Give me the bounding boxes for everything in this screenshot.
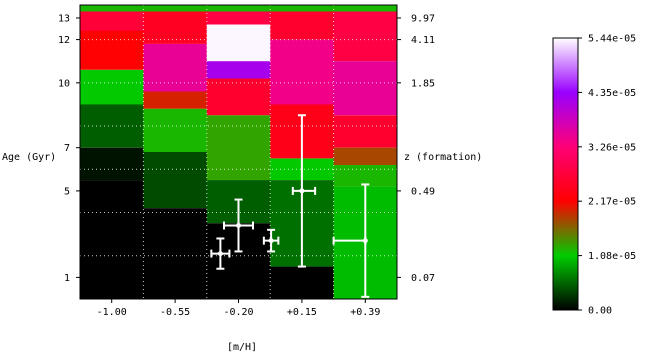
y-tick-label: 7 xyxy=(64,143,70,154)
heatmap-cell xyxy=(206,24,271,62)
y-tick-label: 10 xyxy=(58,78,70,89)
point-marker xyxy=(299,188,305,194)
heatmap-cell xyxy=(143,11,208,44)
colorbar-tick-label: 4.35e-05 xyxy=(588,88,636,99)
x-axis-label: [m/H] xyxy=(227,342,257,353)
y2-tick-label: 0.49 xyxy=(411,186,435,197)
y2-tick-label: 9.97 xyxy=(411,13,435,24)
y-axis-label: Age (Gyr) xyxy=(2,152,56,163)
y-tick-label: 12 xyxy=(58,35,70,46)
y2-ticks: 9.97 4.11 1.85 0.49 0.07 xyxy=(397,13,435,284)
heatmap-cell xyxy=(143,208,208,299)
y2-axis-label: z (formation) xyxy=(404,152,482,163)
heatmap-cell xyxy=(80,5,144,12)
heatmap-cell xyxy=(80,69,144,105)
heatmap-cell xyxy=(80,147,144,181)
heatmap-cell xyxy=(206,5,271,12)
heatmap-cell xyxy=(270,266,335,299)
heatmap-cell xyxy=(143,152,208,209)
heatmap-cell xyxy=(206,61,271,79)
point-marker xyxy=(236,223,241,228)
heatmap-cell xyxy=(333,11,398,62)
heatmap-cell xyxy=(333,165,398,187)
point-marker xyxy=(217,251,223,257)
heatmap-cell xyxy=(206,11,271,25)
y2-tick-label: 4.11 xyxy=(411,35,435,46)
heatmap-cell xyxy=(270,11,335,40)
colorbar-tick-label: 0.00 xyxy=(588,306,612,317)
data-point xyxy=(332,183,370,298)
colorbar-tick-label: 3.26e-05 xyxy=(588,142,636,153)
y2-tick-label: 0.07 xyxy=(411,273,435,284)
data-point xyxy=(223,198,254,253)
colorbar-tick-label: 5.44e-05 xyxy=(588,34,636,45)
heatmap-cell xyxy=(333,5,398,12)
point-marker xyxy=(362,238,368,244)
heatmap-cell xyxy=(80,104,144,148)
heatmap-cell xyxy=(80,30,144,70)
grid-lines xyxy=(80,5,397,299)
y-tick-label: 5 xyxy=(64,186,70,197)
heatmap-cell xyxy=(206,115,271,181)
heatmap-cell xyxy=(143,91,208,109)
x-tick-label: +0.39 xyxy=(350,307,380,318)
heatmap-cell xyxy=(143,108,208,152)
colorbar-tick-label: 1.08e-05 xyxy=(588,251,636,262)
heatmap-cell xyxy=(80,11,144,31)
data-point xyxy=(291,114,317,268)
heatmap-cells xyxy=(80,5,398,299)
data-points xyxy=(210,114,370,298)
x-tick-label: -0.55 xyxy=(160,307,190,318)
y-tick-label: 1 xyxy=(64,273,70,284)
colorbar: 0.00 1.08e-05 2.17e-05 3.26e-05 4.35e-05 5.44… xyxy=(552,34,636,317)
heatmap-cell xyxy=(333,115,398,148)
heatmap-cell xyxy=(333,147,398,165)
colorbar-tick-label: 2.17e-05 xyxy=(588,197,636,208)
heatmap-cell xyxy=(143,5,208,12)
colorbar-gradient xyxy=(552,37,579,311)
heatmap-cell xyxy=(333,61,398,116)
y-ticks: 13 12 10 7 5 1 xyxy=(58,13,80,284)
y2-tick-label: 1.85 xyxy=(411,78,435,89)
point-marker xyxy=(268,238,274,244)
x-tick-label: +0.15 xyxy=(287,307,317,318)
x-ticks: -1.00 -0.55 -0.20 +0.15 +0.39 xyxy=(97,299,380,318)
colorbar-ticks: 0.00 1.08e-05 2.17e-05 3.26e-05 4.35e-05 5.44… xyxy=(578,34,636,317)
data-point xyxy=(210,237,231,270)
x-tick-label: -0.20 xyxy=(223,307,253,318)
heatmap-cell xyxy=(143,43,208,92)
data-point xyxy=(262,228,280,253)
y-tick-label: 13 xyxy=(58,13,70,24)
x-tick-label: -1.00 xyxy=(97,307,127,318)
heatmap-cell xyxy=(270,39,335,105)
heatmap-cell xyxy=(80,180,144,299)
heatmap-cell xyxy=(206,78,271,116)
heatmap-cell xyxy=(270,5,335,12)
